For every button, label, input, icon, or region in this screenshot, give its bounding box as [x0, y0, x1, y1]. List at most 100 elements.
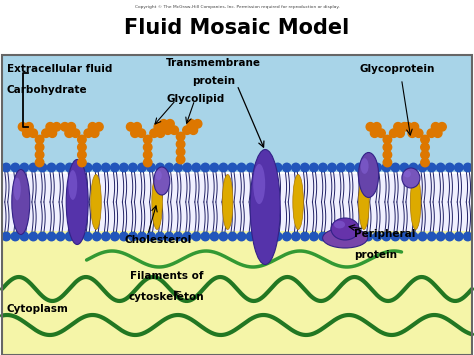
- Circle shape: [65, 163, 74, 172]
- Circle shape: [187, 120, 195, 128]
- Circle shape: [383, 143, 392, 152]
- Circle shape: [127, 122, 135, 131]
- Circle shape: [71, 129, 80, 137]
- Circle shape: [18, 122, 27, 131]
- Bar: [2, 55, 472, 171]
- Text: Fluid Mosaic Model: Fluid Mosaic Model: [124, 18, 350, 38]
- Circle shape: [310, 232, 318, 241]
- Ellipse shape: [361, 158, 369, 174]
- Circle shape: [48, 129, 56, 137]
- Circle shape: [400, 163, 409, 172]
- Circle shape: [237, 232, 246, 241]
- Circle shape: [219, 232, 228, 241]
- Circle shape: [246, 163, 255, 172]
- Circle shape: [61, 122, 69, 131]
- Circle shape: [38, 163, 46, 172]
- Circle shape: [101, 232, 110, 241]
- Circle shape: [427, 129, 436, 137]
- Circle shape: [408, 129, 417, 137]
- Circle shape: [65, 232, 74, 241]
- Circle shape: [182, 126, 191, 135]
- Text: protein: protein: [355, 250, 398, 260]
- Circle shape: [47, 163, 56, 172]
- Text: Transmembrane: Transmembrane: [166, 58, 261, 68]
- Circle shape: [56, 232, 65, 241]
- Circle shape: [74, 232, 83, 241]
- Circle shape: [391, 163, 400, 172]
- Circle shape: [409, 163, 418, 172]
- Ellipse shape: [155, 170, 162, 180]
- Circle shape: [29, 163, 37, 172]
- Circle shape: [364, 163, 373, 172]
- Circle shape: [92, 163, 101, 172]
- Circle shape: [255, 163, 264, 172]
- Circle shape: [156, 232, 164, 241]
- Text: Carbohydrate: Carbohydrate: [7, 85, 87, 95]
- Circle shape: [165, 232, 173, 241]
- Ellipse shape: [410, 175, 421, 229]
- Ellipse shape: [402, 168, 420, 188]
- Circle shape: [36, 143, 44, 152]
- Circle shape: [210, 163, 219, 172]
- Circle shape: [319, 232, 327, 241]
- Text: Filaments of: Filaments of: [130, 271, 203, 281]
- Circle shape: [78, 158, 86, 167]
- Circle shape: [29, 232, 37, 241]
- Circle shape: [78, 135, 86, 144]
- Text: Glycolipid: Glycolipid: [166, 94, 225, 104]
- Circle shape: [110, 163, 119, 172]
- Circle shape: [147, 232, 155, 241]
- Ellipse shape: [250, 149, 280, 264]
- Circle shape: [101, 163, 110, 172]
- Circle shape: [174, 163, 182, 172]
- Circle shape: [119, 163, 128, 172]
- Circle shape: [373, 232, 382, 241]
- Ellipse shape: [404, 170, 411, 178]
- Circle shape: [95, 122, 103, 131]
- Circle shape: [346, 163, 355, 172]
- Bar: [2, 230, 472, 355]
- Circle shape: [67, 122, 75, 131]
- Ellipse shape: [154, 167, 170, 195]
- Circle shape: [437, 232, 445, 241]
- Circle shape: [56, 163, 65, 172]
- Circle shape: [390, 129, 398, 137]
- Circle shape: [201, 163, 210, 172]
- Circle shape: [455, 163, 463, 172]
- Ellipse shape: [14, 178, 21, 200]
- Circle shape: [418, 163, 427, 172]
- Circle shape: [464, 163, 472, 172]
- Circle shape: [404, 122, 412, 131]
- Circle shape: [2, 163, 10, 172]
- Circle shape: [310, 163, 318, 172]
- Circle shape: [129, 163, 137, 172]
- Circle shape: [11, 232, 19, 241]
- Circle shape: [159, 120, 168, 128]
- Circle shape: [382, 163, 391, 172]
- Circle shape: [138, 163, 146, 172]
- Circle shape: [337, 232, 345, 241]
- Circle shape: [431, 122, 440, 131]
- Circle shape: [192, 163, 201, 172]
- Bar: [2, 55, 472, 355]
- Circle shape: [210, 232, 219, 241]
- Circle shape: [170, 126, 179, 135]
- Circle shape: [228, 163, 237, 172]
- Circle shape: [464, 232, 472, 241]
- Circle shape: [36, 135, 44, 144]
- Circle shape: [84, 129, 92, 137]
- Circle shape: [455, 232, 463, 241]
- Circle shape: [328, 232, 336, 241]
- Circle shape: [38, 232, 46, 241]
- Circle shape: [319, 163, 327, 172]
- Text: Cholesterol: Cholesterol: [124, 235, 191, 245]
- Circle shape: [144, 158, 152, 167]
- Circle shape: [337, 163, 345, 172]
- Circle shape: [400, 232, 409, 241]
- Circle shape: [174, 232, 182, 241]
- Circle shape: [437, 163, 445, 172]
- Circle shape: [78, 151, 86, 159]
- Circle shape: [166, 120, 174, 128]
- Ellipse shape: [12, 169, 30, 235]
- Circle shape: [147, 163, 155, 172]
